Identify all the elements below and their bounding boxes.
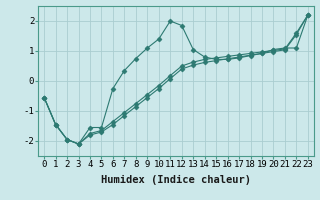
X-axis label: Humidex (Indice chaleur): Humidex (Indice chaleur) <box>101 175 251 185</box>
